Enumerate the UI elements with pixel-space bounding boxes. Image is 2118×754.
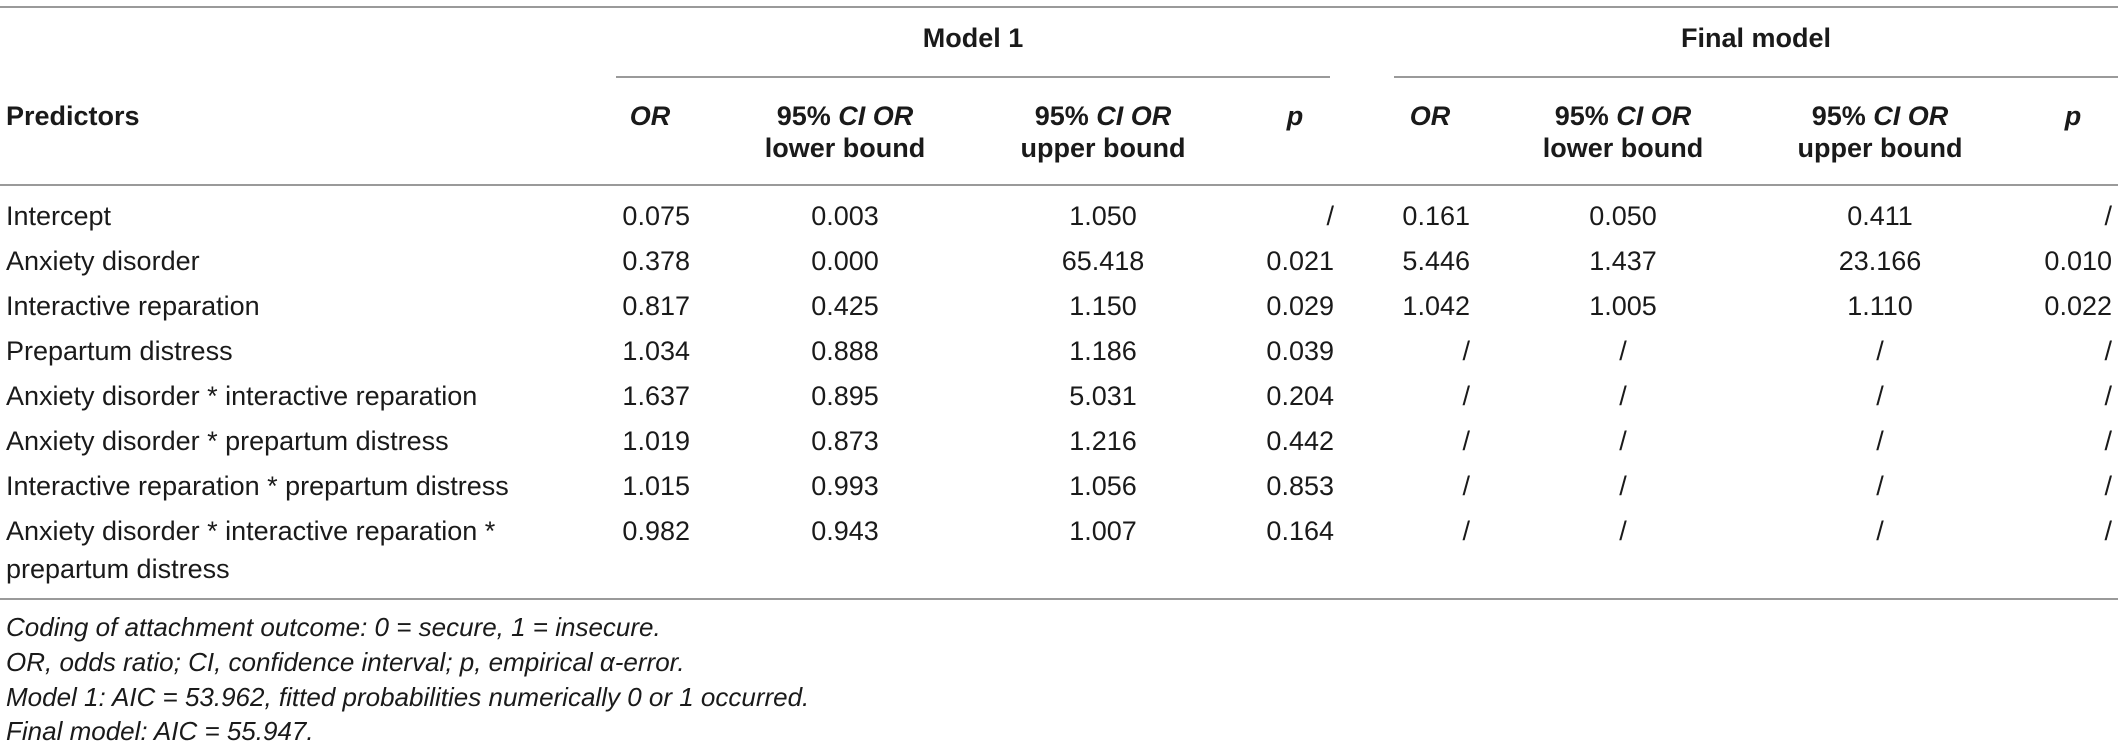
table-cell: / [1462,471,1470,501]
table-cell: / [1462,336,1470,366]
table-cell: / [2104,516,2112,546]
row-label: Intercept [6,201,112,231]
row-label: prepartum distress [6,554,230,584]
table-cell: 0.425 [811,291,879,321]
predictors-header: Predictors [6,101,140,131]
col-header-ci-upper: 95% CI OR upper bound [1797,101,1963,163]
table-cell: 0.442 [1266,426,1334,456]
table-cell: 1.007 [1069,516,1137,546]
table-cell: 0.943 [811,516,879,546]
table-cell: 0.003 [811,201,879,231]
table-cell: / [1462,426,1470,456]
table-cell: 1.437 [1589,246,1657,276]
row-label: Anxiety disorder [6,246,200,276]
row-label: Anxiety disorder * prepartum distress [6,426,449,456]
table-cell: / [1462,381,1470,411]
row-label: Anxiety disorder * interactive reparatio… [6,516,496,546]
table-cell: 5.031 [1069,381,1137,411]
table-cell: 0.161 [1402,201,1470,231]
table-cell: / [1876,381,1884,411]
table-cell: 0.853 [1266,471,1334,501]
table-cell: 1.637 [622,381,690,411]
table-cell: 65.418 [1061,246,1145,276]
table-cell: / [2104,471,2112,501]
table-cell: 1.110 [1847,291,1913,321]
table-cell: 1.019 [622,426,690,456]
col-header-ci-upper: 95% CI OR upper bound [1020,101,1186,163]
col-header-ci-lower: 95% CI OR lower bound [764,101,926,163]
table-cell: / [2104,201,2112,231]
table-cell: / [1326,201,1334,231]
group-header-model1: Model 1 [922,23,1024,53]
table-cell: 1.186 [1069,336,1137,366]
col-header-p: p [2064,101,2082,131]
footnote-coding: Coding of attachment outcome: 0 = secure… [6,612,661,642]
table-cell: 1.015 [622,471,690,501]
table-cell: 0.204 [1266,381,1334,411]
table-cell: 0.075 [622,201,690,231]
table-cell: 1.034 [622,336,690,366]
table-cell: / [1462,516,1470,546]
table-cell: 0.817 [622,291,690,321]
table-cell: 5.446 [1402,246,1470,276]
row-label: Interactive reparation * prepartum distr… [6,471,509,501]
table-cell: / [1876,336,1884,366]
table-cell: 1.005 [1589,291,1657,321]
table-bottom-rule [0,598,2118,600]
table-cell: 1.216 [1069,426,1137,456]
table-cell: / [2104,336,2112,366]
table-cell: 0.010 [2044,246,2112,276]
footnote-model1-aic: Model 1: AIC = 53.962, fitted probabilit… [6,682,810,712]
table-cell: / [1619,426,1627,456]
row-label: Prepartum distress [6,336,233,366]
header-bottom-rule [0,184,2118,186]
col-header-p: p [1286,101,1304,131]
table-cell: 1.042 [1402,291,1470,321]
table-cell: 0.378 [622,246,690,276]
table-cell: 1.050 [1069,201,1137,231]
table-cell: 1.150 [1069,291,1137,321]
footnote-abbreviations: OR, odds ratio; CI, confidence interval;… [6,647,685,677]
table-cell: 1.056 [1069,471,1137,501]
table-cell: 0.411 [1847,201,1913,231]
row-label: Anxiety disorder * interactive reparatio… [6,381,478,411]
table-cell: 0.029 [1266,291,1334,321]
table-cell: 0.050 [1589,201,1657,231]
footnote-final-model-aic: Final model: AIC = 55.947. [6,716,314,746]
table-cell: / [1876,426,1884,456]
table-cell: 0.021 [1266,246,1334,276]
col-header-or: OR [1409,101,1451,131]
table-cell: 0.873 [811,426,879,456]
table-cell: / [2104,381,2112,411]
table-cell: 0.164 [1266,516,1334,546]
table-cell: / [1619,381,1627,411]
table-cell: / [1876,516,1884,546]
table-cell: / [1619,336,1627,366]
col-header-or: OR [629,101,671,131]
table-cell: 23.166 [1838,246,1922,276]
table-cell: / [1619,471,1627,501]
table-top-rule [0,6,2118,8]
table-cell: / [1619,516,1627,546]
group-header-final-model: Final model [1680,23,1832,53]
table-cell: / [2104,426,2112,456]
table-cell: 0.039 [1266,336,1334,366]
row-label: Interactive reparation [6,291,260,321]
final-model-span-rule [1394,76,2118,78]
table-cell: 0.022 [2044,291,2112,321]
table-cell: 0.000 [811,246,879,276]
col-header-ci-lower: 95% CI OR lower bound [1542,101,1704,163]
table-cell: 0.982 [622,516,690,546]
model1-span-rule [616,76,1330,78]
table-cell: / [1876,471,1884,501]
table-cell: 0.993 [811,471,879,501]
table-cell: 0.895 [811,381,879,411]
table-cell: 0.888 [811,336,879,366]
